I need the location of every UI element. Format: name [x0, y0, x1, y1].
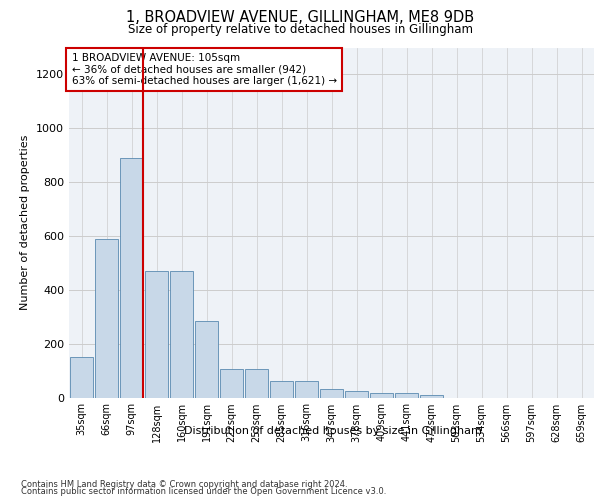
Bar [220, 369, 243, 398]
Text: Contains HM Land Registry data © Crown copyright and database right 2024.: Contains HM Land Registry data © Crown c… [21, 480, 347, 489]
Bar [145, 271, 168, 398]
Bar [120, 158, 143, 398]
Bar [320, 390, 343, 398]
Bar [95, 238, 118, 398]
Text: Contains public sector information licensed under the Open Government Licence v3: Contains public sector information licen… [21, 488, 386, 496]
Text: 1 BROADVIEW AVENUE: 105sqm
← 36% of detached houses are smaller (942)
63% of sem: 1 BROADVIEW AVENUE: 105sqm ← 36% of deta… [71, 53, 337, 86]
Bar [270, 382, 293, 398]
Bar [345, 391, 368, 398]
Text: Size of property relative to detached houses in Gillingham: Size of property relative to detached ho… [128, 22, 473, 36]
Bar [370, 394, 393, 398]
Bar [295, 382, 318, 398]
Bar [70, 357, 93, 398]
Bar [245, 369, 268, 398]
Bar [195, 321, 218, 398]
Y-axis label: Number of detached properties: Number of detached properties [20, 135, 31, 310]
Text: Distribution of detached houses by size in Gillingham: Distribution of detached houses by size … [184, 426, 482, 436]
Bar [170, 271, 193, 398]
Bar [420, 395, 443, 398]
Bar [395, 394, 418, 398]
Text: 1, BROADVIEW AVENUE, GILLINGHAM, ME8 9DB: 1, BROADVIEW AVENUE, GILLINGHAM, ME8 9DB [126, 10, 474, 25]
